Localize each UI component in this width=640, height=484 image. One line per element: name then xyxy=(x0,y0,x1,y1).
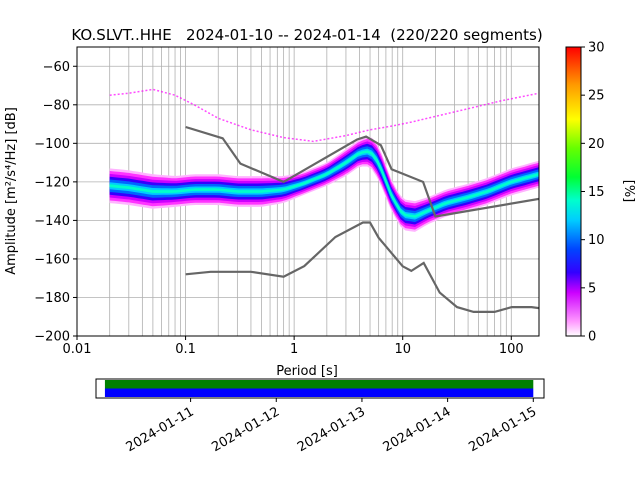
plot-frame xyxy=(76,46,540,337)
colorbar-tick-label: 30 xyxy=(588,41,605,56)
chart-title: KO.SLVT..HHE 2024-01-10 -- 2024-01-14 (2… xyxy=(71,26,542,44)
used-segments-bar xyxy=(104,380,534,389)
high-noise-model-line xyxy=(185,125,539,218)
colorbar-tick-label: 25 xyxy=(588,89,605,104)
low-noise-model-line xyxy=(185,221,539,313)
y-tick-label: −120 xyxy=(34,175,70,190)
x-tick-label: 100 xyxy=(499,342,524,357)
colorbar-tick-label: 5 xyxy=(588,281,596,296)
date-tick-label: 2024-01-12 xyxy=(209,404,282,455)
noise-model-lines xyxy=(109,88,539,313)
y-tick-label: −160 xyxy=(34,252,70,267)
psd-histogram xyxy=(109,136,539,232)
y-tick-label: −140 xyxy=(34,214,70,229)
psd-density-band xyxy=(109,146,539,223)
psd-mode-ridge xyxy=(109,150,539,218)
date-tick-label: 2024-01-15 xyxy=(466,404,539,455)
data-availability-panel: 2024-01-11 2024-01-12 2024-01-13 2024-01-14… xyxy=(95,378,545,455)
y-tick-label: −200 xyxy=(34,330,70,345)
x-tick-label: 10 xyxy=(394,342,411,357)
y-tick-label: −60 xyxy=(43,60,70,75)
colorbar-tick-label: 0 xyxy=(588,330,596,345)
y-axis-label: Amplitude [m²/s⁴/Hz] [dB] xyxy=(4,107,19,275)
psd-max-line xyxy=(109,88,539,143)
date-tick-label: 2024-01-11 xyxy=(124,404,197,455)
y-axis-ticks: −200 −180 −160 −140 −120 −100 −80 −60 xyxy=(34,60,77,345)
colorbar-label: [%] xyxy=(621,180,636,203)
x-axis-ticks: 0.01 0.1 1 10 100 xyxy=(63,336,524,357)
colorbar xyxy=(565,46,582,337)
colorbar-tick-label: 20 xyxy=(588,137,605,152)
colorbar-tick-label: 10 xyxy=(588,233,605,248)
y-tick-label: −100 xyxy=(34,137,70,152)
x-tick-label: 1 xyxy=(290,342,298,357)
colorbar-tick-label: 15 xyxy=(588,185,605,200)
y-tick-label: −180 xyxy=(34,291,70,306)
available-data-bar xyxy=(104,388,534,397)
date-tick-label: 2024-01-14 xyxy=(381,404,454,455)
x-tick-label: 0.1 xyxy=(175,342,196,357)
x-tick-label: 0.01 xyxy=(63,342,92,357)
date-tick-label: 2024-01-13 xyxy=(295,404,368,455)
x-axis-label: Period [s] xyxy=(276,364,338,379)
y-tick-label: −80 xyxy=(43,98,70,113)
colorbar-ticks: 0 5 10 15 20 25 30 xyxy=(581,41,605,345)
